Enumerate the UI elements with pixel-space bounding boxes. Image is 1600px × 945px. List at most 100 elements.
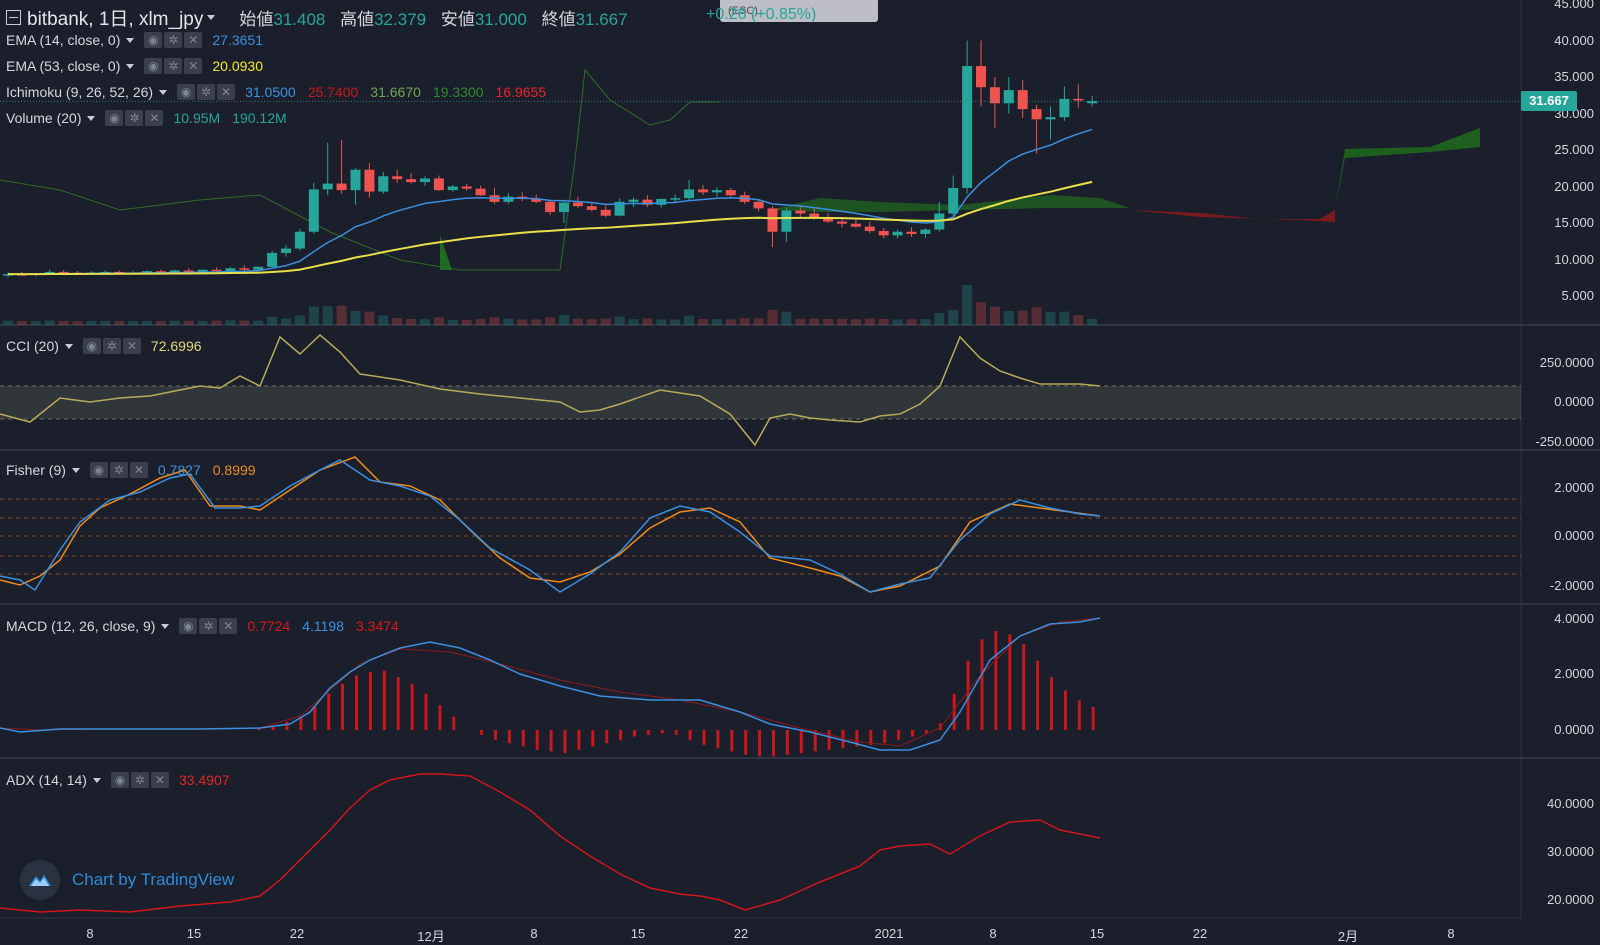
candle-body bbox=[253, 266, 264, 270]
chevron-down-icon[interactable] bbox=[126, 63, 135, 69]
macd-axis-label: 0.0000 bbox=[1554, 722, 1594, 737]
close-icon[interactable]: ✕ bbox=[219, 618, 238, 634]
eye-icon[interactable]: ◉ bbox=[110, 772, 129, 788]
volume-bar bbox=[545, 317, 556, 325]
macd-hist-bar bbox=[633, 730, 636, 737]
close-icon[interactable]: ✕ bbox=[150, 772, 169, 788]
volume-bar bbox=[795, 318, 806, 325]
cci-name: CCI (20) bbox=[6, 338, 59, 354]
candle-body bbox=[698, 189, 708, 193]
gear-icon[interactable]: ✲ bbox=[164, 58, 183, 74]
cci-value: 72.6996 bbox=[150, 338, 202, 354]
macd-hist-bar bbox=[577, 730, 581, 750]
macd-hist-bar bbox=[563, 730, 567, 754]
candle-body bbox=[169, 270, 180, 273]
macd-hist-bar bbox=[924, 730, 928, 734]
candle-body bbox=[1087, 101, 1098, 104]
macd-hist-bar bbox=[646, 730, 650, 735]
candle-body bbox=[962, 66, 973, 188]
macd-hist-bar bbox=[897, 730, 901, 740]
eye-icon[interactable]: ◉ bbox=[105, 110, 124, 126]
tradingview-watermark[interactable]: Chart by TradingView bbox=[20, 860, 234, 900]
candle-body bbox=[155, 271, 166, 273]
volume-bar bbox=[100, 320, 111, 325]
collapse-icon[interactable] bbox=[6, 10, 21, 25]
volume-bar bbox=[628, 319, 639, 325]
gear-icon[interactable]: ✲ bbox=[125, 110, 144, 126]
chevron-down-icon[interactable] bbox=[92, 777, 101, 783]
gear-icon[interactable]: ✲ bbox=[130, 772, 149, 788]
volume-bar bbox=[656, 319, 667, 325]
macd-hist-bar bbox=[271, 726, 275, 730]
macd-hist-bar bbox=[1063, 690, 1067, 730]
legend-ichimoku[interactable]: Ichimoku (9, 26, 52, 26) ◉ ✲ ✕ 31.0500 25.… bbox=[6, 84, 558, 100]
macd-hist-bar bbox=[285, 721, 289, 730]
eye-icon[interactable]: ◉ bbox=[82, 338, 101, 354]
macd-hist-bar bbox=[313, 706, 317, 730]
volume-bar bbox=[781, 311, 792, 325]
cci-axis-label: 0.0000 bbox=[1554, 394, 1594, 409]
volume-bar bbox=[406, 318, 417, 325]
macd-hist-bar bbox=[980, 639, 984, 730]
legend-cci[interactable]: CCI (20) ◉ ✲ ✕ 72.6996 bbox=[6, 338, 214, 354]
time-axis-label: 8 bbox=[1447, 926, 1455, 941]
macd-hist-bar bbox=[382, 670, 386, 730]
chevron-down-icon[interactable] bbox=[87, 115, 96, 121]
volume-bar bbox=[864, 318, 875, 325]
volume-bar bbox=[16, 320, 27, 325]
eye-icon[interactable]: ◉ bbox=[179, 618, 198, 634]
chevron-down-icon[interactable] bbox=[161, 623, 170, 629]
volume-bar bbox=[698, 318, 708, 325]
candle-body bbox=[267, 252, 278, 267]
macd-hist-bar bbox=[410, 683, 414, 730]
fisher-value: 0.7827 bbox=[157, 462, 201, 478]
volume-bar bbox=[642, 318, 653, 325]
price-axis-label: 15.000 bbox=[1554, 215, 1594, 230]
close-icon[interactable]: ✕ bbox=[184, 32, 203, 48]
eye-icon[interactable]: ◉ bbox=[177, 84, 196, 100]
chevron-down-icon[interactable] bbox=[126, 37, 135, 43]
legend-fisher[interactable]: Fisher (9) ◉ ✲ ✕ 0.7827 0.8999 bbox=[6, 462, 268, 478]
legend-macd[interactable]: MACD (12, 26, close, 9) ◉ ✲ ✕ 0.7724 4.119… bbox=[6, 618, 411, 634]
gear-icon[interactable]: ✲ bbox=[199, 618, 218, 634]
gear-icon[interactable]: ✲ bbox=[164, 32, 183, 48]
legend-volume[interactable]: Volume (20) ◉ ✲ ✕ 10.95M 190.12M bbox=[6, 110, 299, 126]
volume-bar bbox=[559, 314, 569, 325]
ichimoku-lead1: 19.3300 bbox=[432, 84, 484, 100]
symbol-title[interactable]: bitbank, 1日, xlm_jpy bbox=[27, 9, 204, 30]
chevron-down-icon[interactable] bbox=[159, 89, 168, 95]
last-price-tag: 31.667 bbox=[1521, 91, 1577, 111]
macd-hist-bar bbox=[883, 730, 887, 744]
macd-hist-bar bbox=[744, 730, 748, 755]
legend-ema53[interactable]: EMA (53, close, 0) ◉ ✲ ✕ 20.0930 bbox=[6, 58, 275, 74]
chevron-down-icon[interactable] bbox=[64, 343, 73, 349]
volume-bar bbox=[1059, 311, 1070, 325]
volume-bar bbox=[86, 320, 97, 325]
esc-tooltip[interactable]: (ESC) bbox=[720, 0, 878, 22]
legend-ema14[interactable]: EMA (14, close, 0) ◉ ✲ ✕ 27.3651 bbox=[6, 32, 275, 48]
volume-bar bbox=[725, 319, 736, 325]
gear-icon[interactable]: ✲ bbox=[102, 338, 121, 354]
close-icon[interactable]: ✕ bbox=[145, 110, 164, 126]
eye-icon[interactable]: ◉ bbox=[89, 462, 108, 478]
macd-hist-bar bbox=[327, 693, 331, 730]
gear-icon[interactable]: ✲ bbox=[197, 84, 216, 100]
candle-body bbox=[600, 209, 611, 216]
chevron-down-icon[interactable] bbox=[207, 15, 216, 20]
time-axis-label: 15 bbox=[1089, 926, 1105, 941]
candle-body bbox=[447, 186, 458, 191]
close-icon[interactable]: ✕ bbox=[217, 84, 236, 100]
eye-icon[interactable]: ◉ bbox=[144, 58, 163, 74]
volume-bar bbox=[892, 319, 903, 325]
legend-adx[interactable]: ADX (14, 14) ◉ ✲ ✕ 33.4907 bbox=[6, 772, 242, 788]
close-icon[interactable]: ✕ bbox=[184, 58, 203, 74]
candle-body bbox=[225, 268, 236, 272]
chevron-down-icon[interactable] bbox=[71, 467, 80, 473]
close-icon[interactable]: ✕ bbox=[122, 338, 141, 354]
gear-icon[interactable]: ✲ bbox=[109, 462, 128, 478]
close-icon[interactable]: ✕ bbox=[129, 462, 148, 478]
candle-body bbox=[406, 179, 417, 183]
candle-body bbox=[308, 189, 319, 232]
eye-icon[interactable]: ◉ bbox=[144, 32, 163, 48]
